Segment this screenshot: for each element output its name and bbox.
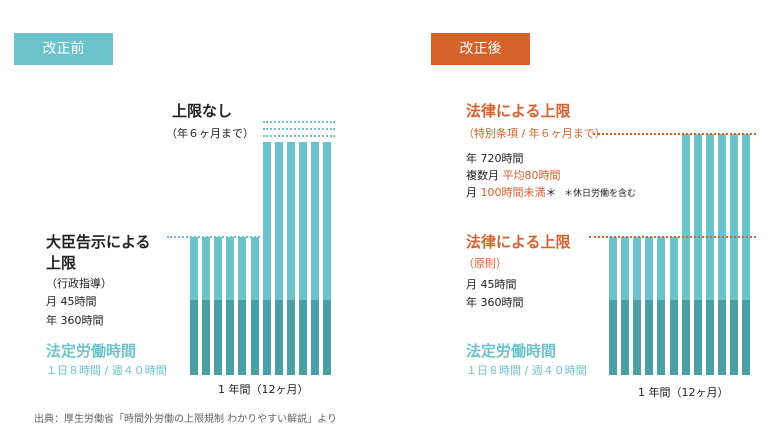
after-bar-legal-1 <box>609 300 617 375</box>
after-bar-upper-10 <box>718 134 726 300</box>
before-bar-upper-9 <box>287 142 295 300</box>
after-bar-upper-11 <box>730 134 738 300</box>
after-principle-title: 法律による上限 <box>466 233 571 251</box>
after-legal-detail: １日８時間 / 週４０時間 <box>466 364 587 377</box>
before-minister-year: 年 360時間 <box>46 314 104 327</box>
after-bar-legal-5 <box>657 300 665 375</box>
before-bar-legal-2 <box>202 300 210 375</box>
before-bar-upper-4 <box>226 237 234 300</box>
after-legal-title: 法定労働時間 <box>466 342 557 360</box>
after-principle-year: 年 360時間 <box>466 296 524 309</box>
after-special-note: （特別条項 / 年６ヶ月まで） <box>463 127 606 140</box>
before-bar-legal-6 <box>251 300 259 375</box>
before-bar-legal-11 <box>311 300 319 375</box>
after-bar-legal-8 <box>694 300 702 375</box>
source-note: 出典：厚生労働省「時間外労働の上限規制 わかりやすい解説」より <box>34 414 337 425</box>
after-special-month: 月 100時間未満＊ ＊休日労働を含む <box>466 184 636 200</box>
after-bar-upper-5 <box>657 237 665 300</box>
after-bar-legal-7 <box>682 300 690 375</box>
after-bar-legal-10 <box>718 300 726 375</box>
after-bar-legal-6 <box>670 300 678 375</box>
before-bar-upper-5 <box>238 237 246 300</box>
after-special-line <box>593 133 756 135</box>
after-bar-legal-3 <box>633 300 641 375</box>
after-bar-upper-1 <box>609 237 617 300</box>
before-no-limit-note: （年６ヶ月まで） <box>166 127 254 140</box>
after-special-month-asterisk: ＊ <box>545 186 557 199</box>
before-minister-sub: （行政指導） <box>46 277 112 290</box>
after-bar-upper-6 <box>670 237 678 300</box>
before-bar-upper-6 <box>251 237 259 300</box>
before-no-limit-title: 上限なし <box>172 102 233 120</box>
before-legal-title: 法定労働時間 <box>46 342 137 360</box>
before-bar-upper-12 <box>323 142 331 300</box>
before-no-limit-dots-1 <box>263 121 335 123</box>
after-special-multi-value: 平均80時間 <box>502 169 561 182</box>
before-tag: 改正前 <box>14 33 113 65</box>
before-bar-legal-10 <box>299 300 307 375</box>
after-special-year-text: 年 720時間 <box>466 152 524 165</box>
before-minister-month: 月 45時間 <box>46 295 97 308</box>
before-bar-upper-7 <box>263 142 271 300</box>
after-bar-legal-12 <box>742 300 750 375</box>
after-bar-legal-2 <box>621 300 629 375</box>
after-special-multi-prefix: 複数月 <box>466 169 499 182</box>
after-bar-upper-4 <box>645 237 653 300</box>
before-bar-upper-8 <box>275 142 283 300</box>
after-special-month-value: 100時間未満 <box>480 186 546 199</box>
before-legal-detail: １日８時間 / 週４０時間 <box>46 364 167 377</box>
before-bar-upper-2 <box>202 237 210 300</box>
before-no-limit-dots-3 <box>263 135 335 137</box>
after-bar-legal-4 <box>645 300 653 375</box>
after-special-year: 年 720時間 <box>466 150 524 166</box>
before-bar-legal-3 <box>214 300 222 375</box>
before-minister-title-1: 大臣告示による <box>46 233 151 251</box>
after-special-title: 法律による上限 <box>466 102 571 120</box>
before-bar-legal-7 <box>263 300 271 375</box>
after-tag: 改正後 <box>431 33 530 65</box>
after-special-multi: 複数月 平均80時間 <box>466 167 561 183</box>
before-bar-legal-9 <box>287 300 295 375</box>
after-bar-upper-9 <box>706 134 714 300</box>
after-principle-month: 月 45時間 <box>466 278 517 291</box>
after-bar-legal-11 <box>730 300 738 375</box>
before-minister-line <box>167 236 260 238</box>
after-principle-note: （原則） <box>463 257 507 270</box>
before-bar-upper-3 <box>214 237 222 300</box>
before-bar-legal-8 <box>275 300 283 375</box>
before-bar-legal-4 <box>226 300 234 375</box>
after-principle-line <box>589 236 756 238</box>
before-bar-legal-5 <box>238 300 246 375</box>
after-bar-upper-7 <box>682 134 690 300</box>
before-no-limit-dots-2 <box>263 128 335 130</box>
before-bar-upper-1 <box>190 237 198 300</box>
after-bar-upper-12 <box>742 134 750 300</box>
after-special-month-prefix: 月 <box>466 186 477 199</box>
before-bar-upper-11 <box>311 142 319 300</box>
after-bar-legal-9 <box>706 300 714 375</box>
after-special-month-footnote: ＊休日労働を含む <box>564 189 637 199</box>
before-bar-legal-1 <box>190 300 198 375</box>
after-axis-label: 1 年間（12ヶ月） <box>638 386 729 399</box>
before-axis-label: 1 年間（12ヶ月） <box>218 383 309 396</box>
after-bar-upper-3 <box>633 237 641 300</box>
before-bar-legal-12 <box>323 300 331 375</box>
before-minister-title-2: 上限 <box>46 254 77 272</box>
after-bar-upper-8 <box>694 134 702 300</box>
after-bar-upper-2 <box>621 237 629 300</box>
before-bar-upper-10 <box>299 142 307 300</box>
